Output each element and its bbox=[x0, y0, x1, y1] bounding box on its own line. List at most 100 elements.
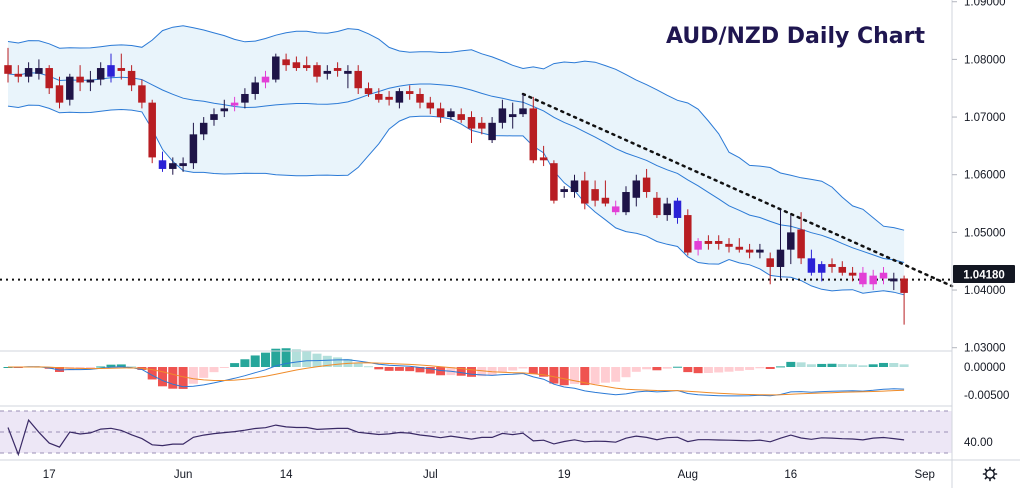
rsi-tick-label: 40.00 bbox=[964, 437, 993, 449]
macd-bar bbox=[250, 355, 260, 367]
price-tick-label: 1.09000 bbox=[964, 0, 1006, 9]
candle-body bbox=[169, 163, 177, 169]
macd-bar bbox=[776, 366, 785, 368]
macd-signal-line bbox=[8, 362, 905, 396]
rsi-axis[interactable]: 40.00 bbox=[964, 437, 993, 449]
macd-bar bbox=[673, 366, 682, 368]
candle-body bbox=[581, 180, 589, 204]
candle-body bbox=[838, 266, 847, 273]
macd-bar bbox=[765, 367, 775, 369]
macd-bar bbox=[755, 367, 765, 369]
candle-body bbox=[663, 203, 671, 216]
candle-body bbox=[859, 272, 867, 285]
candle-body bbox=[107, 65, 115, 77]
candle-body bbox=[539, 157, 548, 161]
macd-bar bbox=[436, 367, 446, 376]
time-axis[interactable]: 17 Jun 14 Jul 19 Aug 16 Sep bbox=[43, 469, 935, 481]
candle-body bbox=[467, 117, 476, 129]
time-tick-label: 19 bbox=[558, 469, 571, 481]
candle-body bbox=[323, 70, 332, 74]
candle-body bbox=[364, 88, 373, 94]
settings-gear-icon[interactable] bbox=[982, 466, 998, 482]
candle-body bbox=[622, 192, 630, 213]
macd-bar bbox=[219, 367, 229, 368]
price-tick-label: 1.05000 bbox=[964, 227, 1006, 239]
price-axis[interactable]: 1.09000 1.08000 1.07000 1.06000 1.05000 1.040… bbox=[952, 0, 1006, 355]
chart-title: AUD/NZD Daily Chart bbox=[666, 24, 925, 49]
candle-body bbox=[375, 93, 383, 100]
macd-bar bbox=[611, 367, 621, 382]
candle-body bbox=[302, 65, 311, 69]
candle-body bbox=[766, 258, 774, 267]
macd-bar bbox=[302, 350, 312, 367]
candle-body bbox=[117, 68, 126, 71]
candle-body bbox=[416, 93, 424, 103]
descending-trendline bbox=[521, 92, 954, 288]
time-tick-label: 17 bbox=[43, 469, 56, 481]
candle-body bbox=[684, 215, 692, 253]
candle-body bbox=[210, 114, 218, 120]
macd-bar bbox=[693, 367, 703, 374]
candle-body bbox=[848, 272, 857, 276]
candle-body bbox=[66, 76, 74, 100]
time-tick-label: Sep bbox=[914, 469, 934, 481]
macd-bar bbox=[333, 357, 343, 367]
macd-bar bbox=[837, 364, 847, 367]
candle-body bbox=[426, 102, 435, 109]
candle-body bbox=[900, 278, 908, 293]
macd-bar bbox=[199, 367, 209, 378]
candle-body bbox=[158, 160, 167, 169]
macd-bar bbox=[497, 367, 507, 373]
time-tick-label: 16 bbox=[784, 469, 797, 481]
macd-bar bbox=[106, 364, 116, 367]
candle-body bbox=[714, 241, 723, 244]
macd-bar bbox=[178, 367, 188, 389]
candle-body bbox=[189, 134, 198, 164]
macd-bar bbox=[580, 367, 590, 386]
candle-body bbox=[457, 114, 465, 120]
candle-body bbox=[653, 197, 661, 216]
time-tick-label: Aug bbox=[678, 469, 698, 481]
macd-bar bbox=[425, 367, 435, 374]
macd-bar bbox=[456, 367, 466, 376]
macd-bar bbox=[518, 367, 528, 369]
macd-bar bbox=[384, 367, 394, 371]
macd-bar bbox=[806, 364, 816, 367]
macd-bar bbox=[549, 367, 559, 384]
candle-body bbox=[869, 275, 877, 285]
candle-body bbox=[282, 59, 290, 66]
candle-body bbox=[251, 82, 259, 94]
candle-body bbox=[519, 108, 527, 115]
candle-body bbox=[756, 249, 764, 253]
macd-bar bbox=[631, 367, 641, 372]
candle-body bbox=[704, 241, 713, 244]
candle-body bbox=[498, 108, 507, 123]
last-price-text: 1.04180 bbox=[963, 270, 1005, 282]
macd-bar bbox=[147, 367, 157, 380]
candle-body bbox=[354, 70, 362, 89]
price-tick-label: 1.04000 bbox=[964, 285, 1006, 297]
candle-body bbox=[138, 85, 146, 103]
macd-bar bbox=[230, 363, 240, 367]
macd-bar bbox=[745, 367, 755, 370]
macd-bar bbox=[261, 352, 270, 367]
macd-bar bbox=[55, 367, 64, 372]
macd-bar bbox=[271, 348, 281, 367]
macd-bar bbox=[539, 367, 549, 377]
macd-bar bbox=[662, 367, 672, 369]
macd-panel bbox=[3, 348, 909, 397]
time-tick-label: 14 bbox=[280, 469, 293, 481]
candle-body bbox=[611, 206, 620, 213]
candle-body bbox=[447, 111, 455, 118]
macd-bar bbox=[85, 367, 95, 369]
macd-bar bbox=[827, 363, 837, 367]
macd-tick-label: 0.00000 bbox=[964, 362, 1006, 374]
macd-bar bbox=[786, 361, 796, 367]
macd-axis[interactable]: 0.00000 -0.00500 bbox=[964, 362, 1009, 402]
candle-body bbox=[96, 68, 105, 80]
bollinger-band-fill bbox=[8, 25, 905, 295]
candle-body bbox=[220, 108, 229, 112]
bollinger-middle-band bbox=[7, 72, 905, 263]
candle-body bbox=[828, 264, 836, 267]
candle-body bbox=[272, 56, 280, 80]
